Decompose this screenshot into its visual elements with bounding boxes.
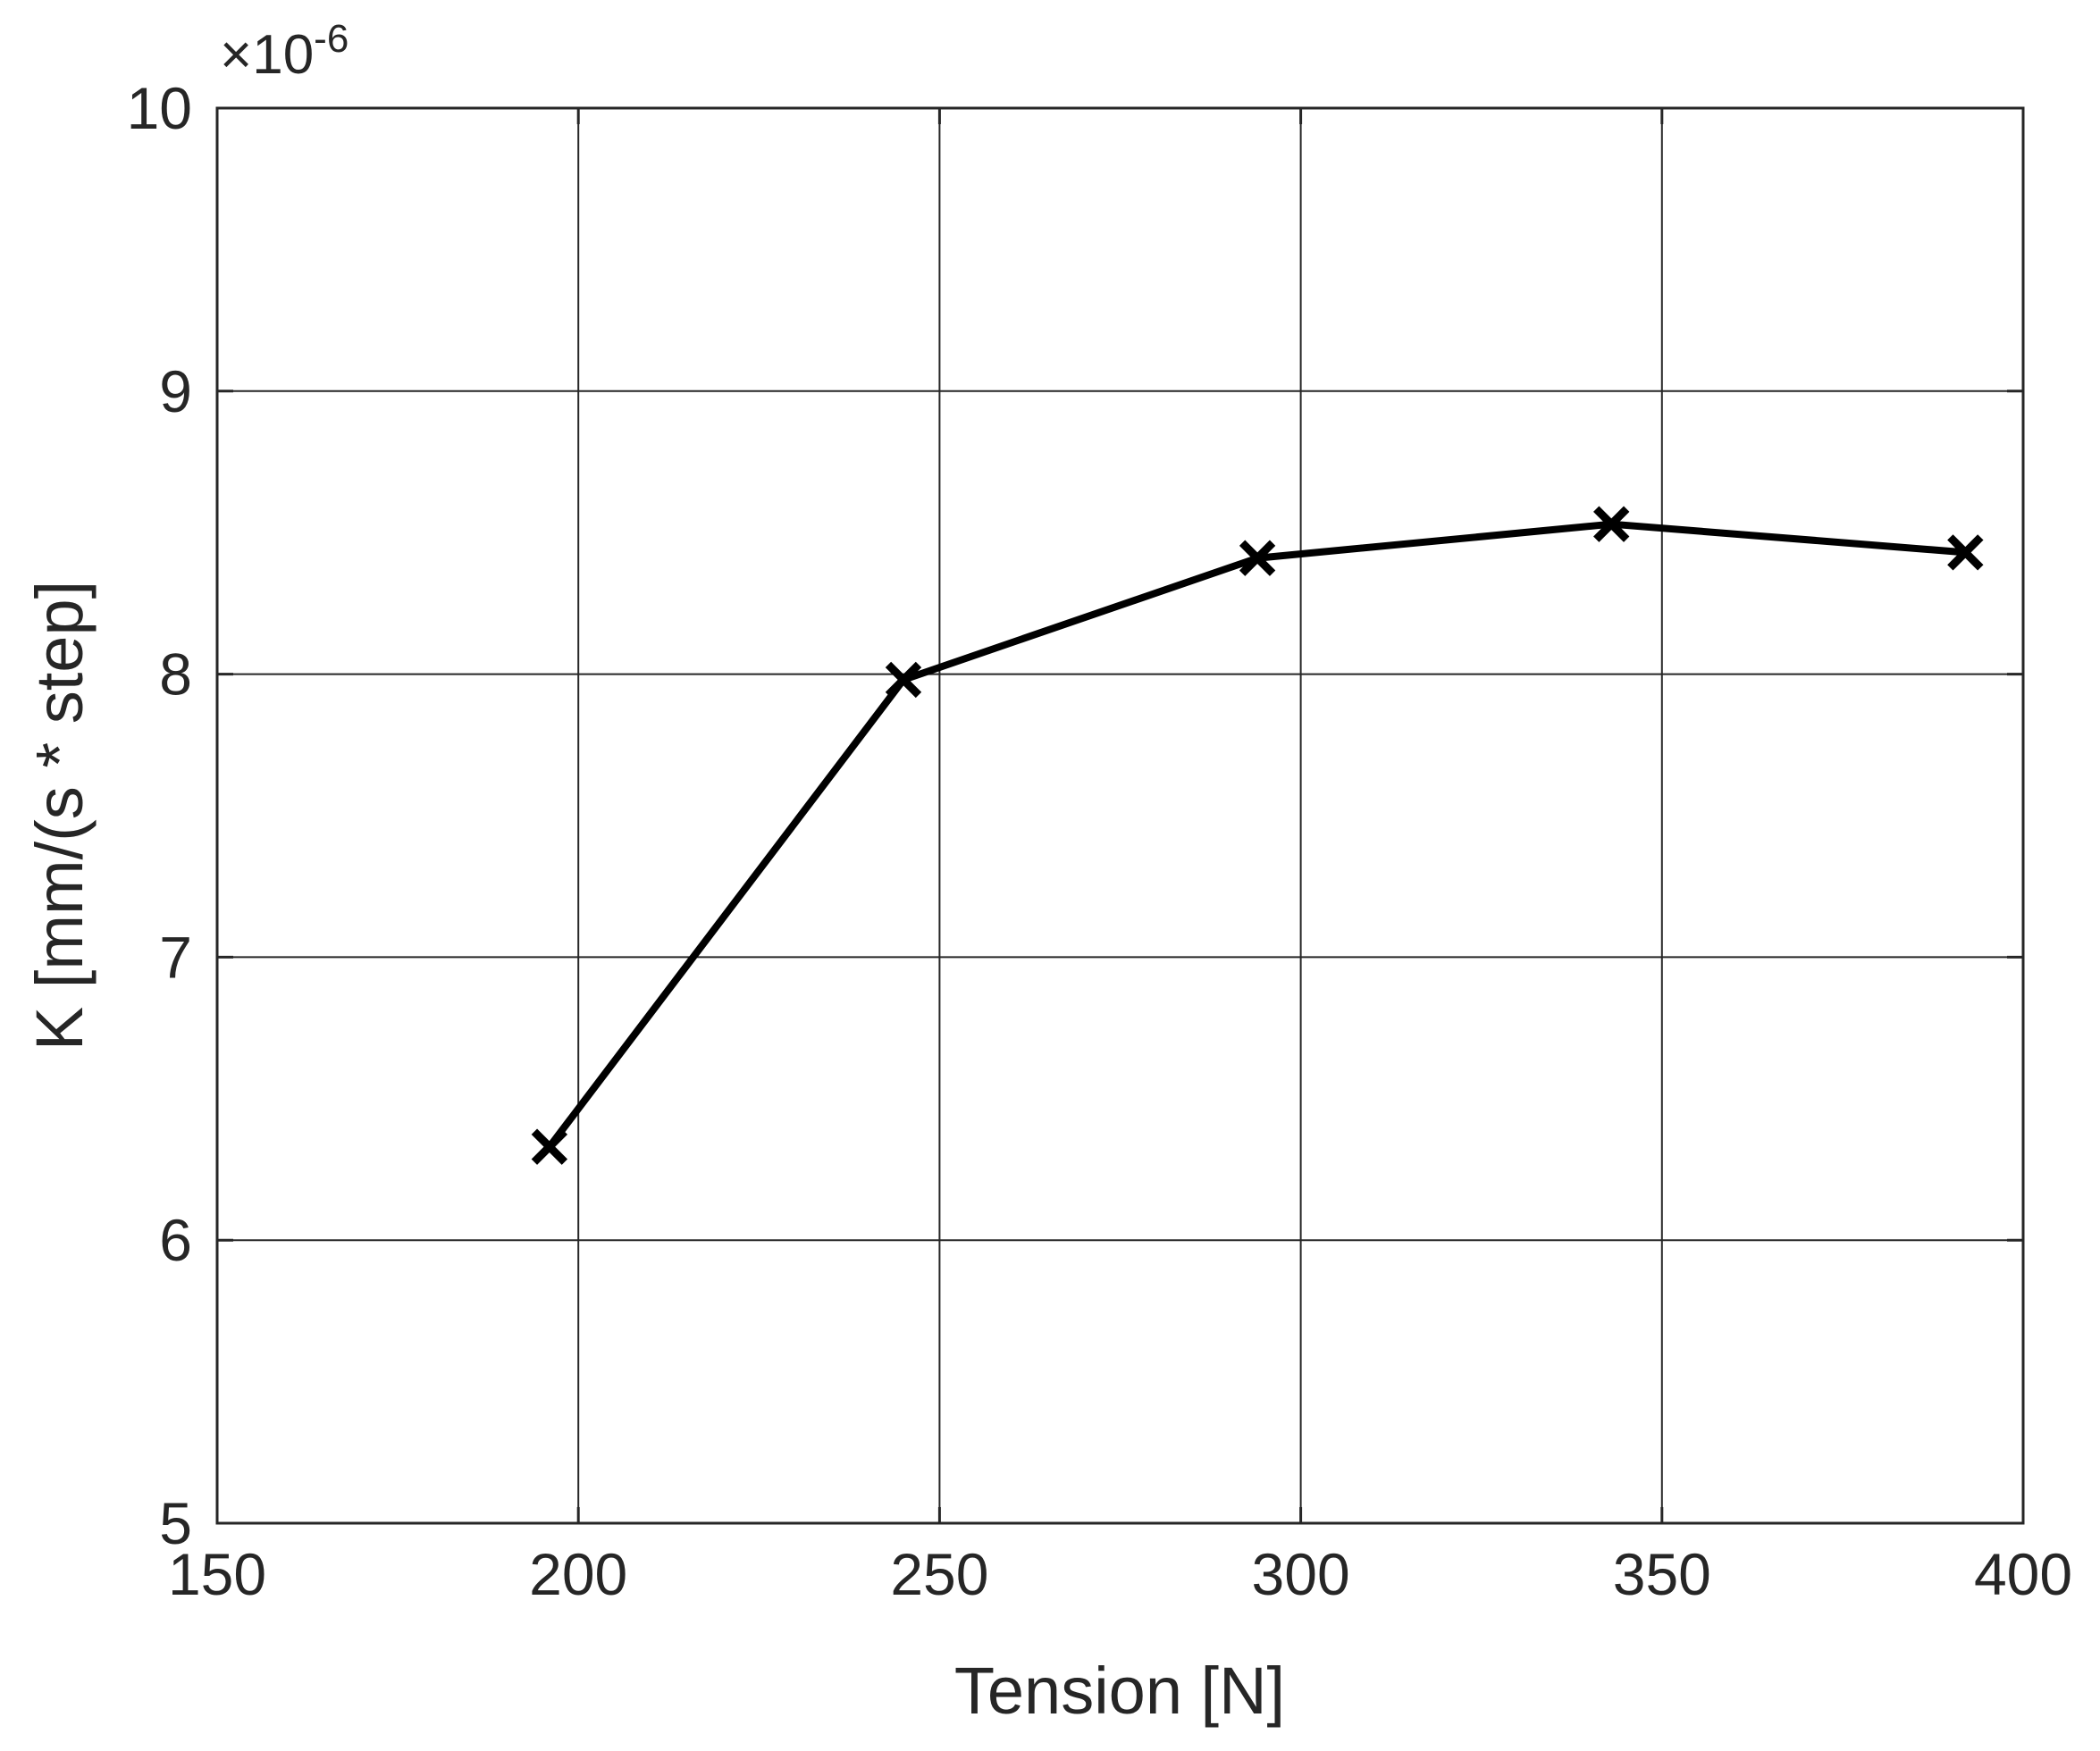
x-tick-label: 400 bbox=[1974, 1541, 2072, 1607]
y-axis-multiplier-base: ×10 bbox=[220, 24, 314, 86]
data-point-marker bbox=[1593, 506, 1630, 542]
y-axis-multiplier: ×10-6 bbox=[220, 17, 349, 86]
y-axis-multiplier-exponent: -6 bbox=[314, 17, 349, 61]
plot-area-frame bbox=[215, 106, 2025, 1525]
x-tick-label: 350 bbox=[1613, 1541, 1711, 1607]
x-axis-ticks: 150 200 250 300 350 400 bbox=[168, 108, 2072, 1607]
y-axis-label: K [mm/(s * step] bbox=[22, 581, 97, 1051]
x-tick-label: 300 bbox=[1252, 1541, 1350, 1607]
y-tick-label: 8 bbox=[159, 641, 192, 708]
y-tick-label: 7 bbox=[159, 924, 192, 990]
y-axis-ticks: 5 6 7 8 9 10 bbox=[127, 75, 2023, 1556]
data-point-marker bbox=[1239, 540, 1276, 576]
y-tick-label: 5 bbox=[159, 1490, 192, 1556]
x-tick-label: 150 bbox=[168, 1541, 266, 1607]
y-tick-label: 10 bbox=[127, 75, 192, 141]
y-tick-label: 6 bbox=[159, 1207, 192, 1273]
x-axis-label: Tension [N] bbox=[954, 1654, 1285, 1728]
data-point-marker bbox=[531, 1128, 568, 1165]
grid bbox=[217, 108, 2023, 1523]
series-layer bbox=[531, 506, 1984, 1165]
data-point-marker bbox=[1947, 534, 1984, 571]
x-tick-label: 200 bbox=[529, 1541, 627, 1607]
data-point-marker bbox=[885, 661, 922, 699]
x-tick-label: 250 bbox=[890, 1541, 988, 1607]
y-tick-label: 9 bbox=[159, 358, 192, 424]
